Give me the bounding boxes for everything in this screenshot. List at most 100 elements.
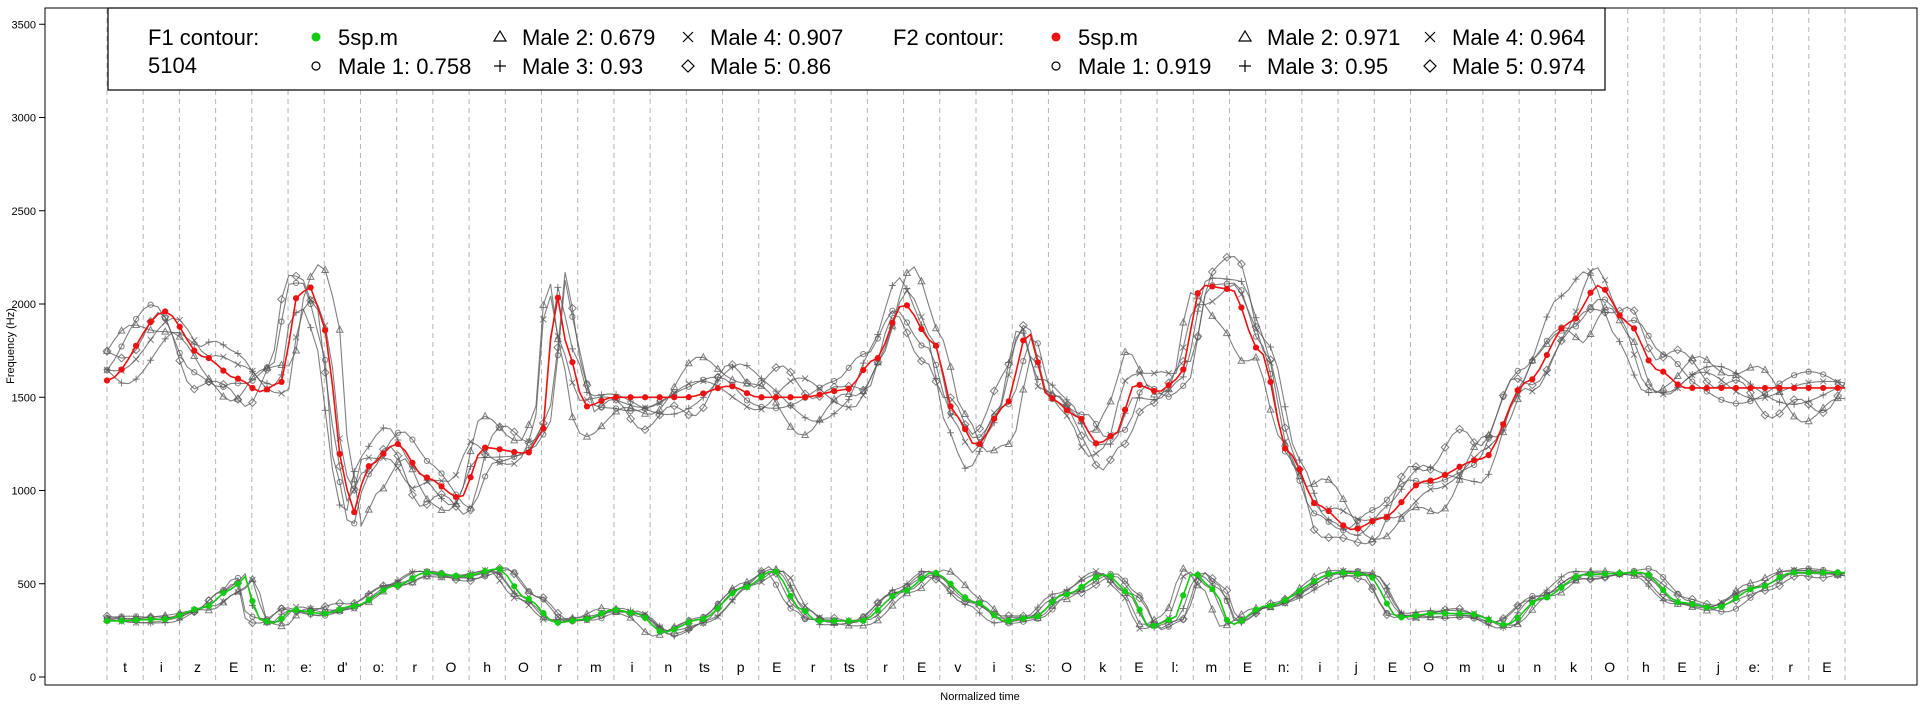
point-marker [365, 442, 373, 450]
mean-point [278, 615, 285, 622]
point-marker [278, 389, 285, 397]
legend-label: 5sp.m [338, 25, 398, 50]
point-marker [1310, 479, 1319, 487]
mean-point [409, 575, 416, 582]
mean-point [1543, 594, 1550, 601]
point-marker [743, 397, 751, 404]
point-marker [1135, 619, 1144, 628]
mean-point [1209, 283, 1216, 290]
point-marker [1761, 394, 1769, 402]
mean-point [642, 614, 649, 621]
mean-point [118, 366, 125, 373]
mean-point [496, 446, 503, 453]
mean-point [685, 619, 692, 626]
point-marker [219, 598, 227, 605]
mean-point [162, 308, 169, 315]
point-marker [641, 404, 649, 411]
segment-label: r [1788, 659, 1793, 675]
point-marker [1397, 485, 1405, 493]
segment-label: m [1206, 659, 1218, 675]
mean-point [1747, 384, 1754, 392]
segment-label: r [883, 659, 888, 675]
point-marker [1572, 275, 1580, 283]
mean-point [1601, 570, 1609, 577]
point-marker [569, 379, 576, 386]
point-marker [1034, 603, 1042, 611]
mean-point [612, 606, 620, 614]
mean-point [1631, 569, 1638, 576]
mean-point [656, 394, 663, 401]
mean-point [816, 391, 823, 398]
point-marker [1587, 267, 1594, 275]
mean-point [1834, 569, 1841, 576]
point-marker [409, 436, 416, 443]
point-marker [1557, 587, 1566, 596]
point-marker [1441, 482, 1449, 490]
mean-point [1703, 384, 1710, 392]
point-marker [640, 409, 650, 417]
mean-point [496, 566, 503, 573]
segment-label: e: [1749, 659, 1761, 675]
legend-label: Male 2: 0.971 [1267, 25, 1400, 50]
point-marker [1150, 615, 1159, 623]
mean-point [1354, 570, 1361, 578]
segment-label: j [1716, 659, 1720, 675]
mean-point [787, 394, 794, 401]
point-marker [379, 424, 387, 432]
point-marker [451, 574, 461, 584]
legend-label: Male 4: 0.964 [1452, 25, 1585, 50]
point-marker [1746, 363, 1755, 371]
point-marker [1440, 442, 1450, 452]
point-marker [1121, 577, 1129, 584]
mean-point [627, 609, 634, 616]
legend-marker-shape [311, 61, 321, 71]
mean-point [234, 375, 241, 382]
point-marker [698, 617, 708, 627]
point-marker [670, 410, 678, 418]
point-marker [1645, 389, 1653, 397]
mean-point [743, 390, 751, 397]
point-marker [626, 613, 635, 621]
point-marker [1091, 460, 1101, 470]
point-marker [728, 596, 736, 604]
segment-gridlines [106, 9, 1846, 684]
point-marker [291, 610, 301, 619]
mean-point [103, 617, 111, 625]
point-marker [1805, 379, 1812, 387]
point-marker [1601, 276, 1609, 284]
point-marker [480, 449, 490, 459]
mean-point [976, 440, 983, 448]
point-marker [1586, 329, 1595, 338]
mean-point [729, 383, 736, 390]
point-marker [1834, 378, 1842, 386]
point-marker [1456, 474, 1464, 482]
point-marker [1571, 332, 1581, 341]
point-marker [1732, 589, 1740, 597]
mean-point [394, 582, 401, 589]
mean-point [482, 444, 489, 451]
mean-point [1776, 384, 1783, 392]
point-marker [1818, 408, 1828, 418]
point-marker [1717, 363, 1725, 371]
point-marker [278, 318, 285, 325]
mean-point [1616, 312, 1623, 319]
segment-label: i [160, 659, 163, 675]
mean-point [147, 616, 154, 623]
point-marker [685, 380, 693, 387]
speaker-contour-line [106, 280, 1846, 531]
point-marker [1236, 259, 1246, 269]
point-marker [1542, 339, 1551, 347]
mean-point [627, 394, 634, 401]
point-marker [1120, 439, 1130, 449]
mean-point [1776, 574, 1783, 581]
point-marker [1310, 586, 1318, 594]
legend-marker [1237, 29, 1253, 42]
mean-point [947, 580, 954, 587]
point-marker [1121, 594, 1129, 602]
point-marker [858, 385, 868, 395]
point-marker [321, 265, 330, 273]
point-marker [249, 367, 256, 375]
legend-marker [1051, 32, 1061, 42]
point-marker [1513, 374, 1523, 384]
point-marker [219, 341, 227, 349]
